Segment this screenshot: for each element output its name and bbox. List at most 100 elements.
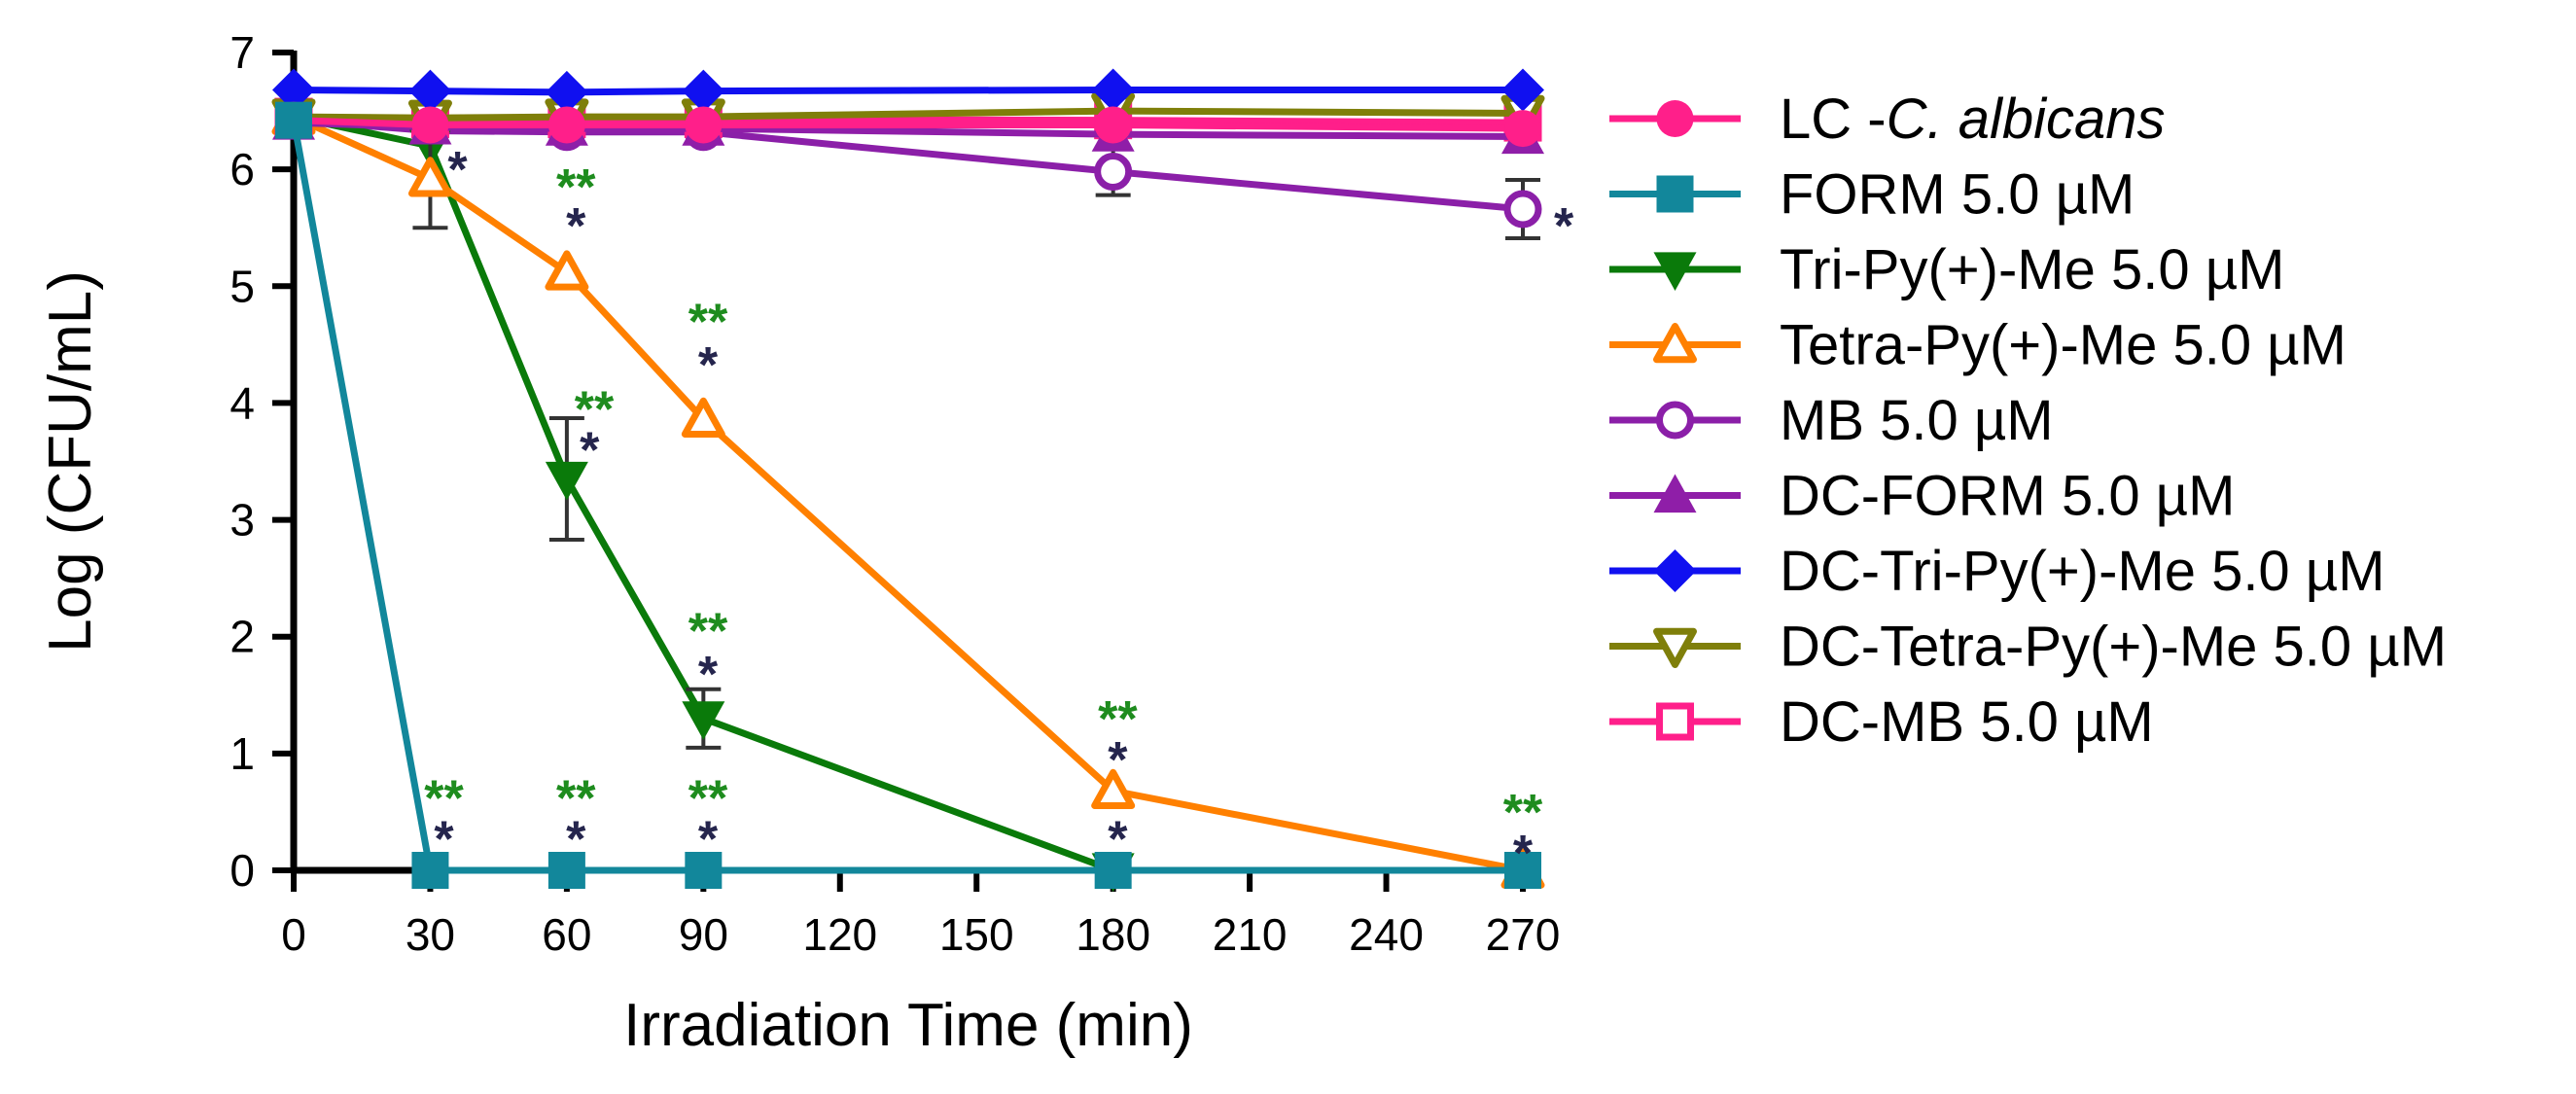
significance-marker: ** [556,771,596,828]
marker-triangle-up [1653,474,1697,513]
x-tick-label: 120 [802,909,877,960]
marker-diamond [545,70,588,114]
legend-item-7: DC-Tetra-Py(+)-Me 5.0 µM [1609,616,2447,679]
marker-circle [1504,110,1541,148]
significance-marker: * [698,337,719,394]
significance-marker: * [566,812,586,868]
marker-triangle-up [407,157,452,197]
x-tick-label: 210 [1213,909,1288,960]
legend-item-2: Tri-Py(+)-Me 5.0 µM [1609,238,2284,301]
marker-triangle-up [1091,768,1136,810]
x-tick-label: 60 [542,909,591,960]
marker-square [685,852,723,889]
significance-marker: * [1108,812,1128,868]
marker-triangle-down [545,461,588,501]
legend-item-8: DC-MB 5.0 µM [1609,690,2154,754]
x-tick-label: 240 [1349,909,1424,960]
marker-circle [685,106,723,144]
legend: LC -C. albicans FORM 5.0 µM Tri-Py(+)-Me 5… [1609,88,2447,754]
y-tick-label: 2 [229,612,255,662]
significance-marker: * [1108,732,1128,789]
legend-label: DC-MB 5.0 µM [1780,690,2154,754]
legend-item-1: FORM 5.0 µM [1609,163,2135,227]
marker-square [275,101,312,139]
y-tick-label: 0 [229,845,255,896]
marker-square [411,852,449,889]
x-tick-label: 30 [406,909,455,960]
legend-item-6: DC-Tri-Py(+)-Me 5.0 µM [1609,540,2385,603]
legend-item-0: LC -C. albicans [1609,88,2166,151]
legend-item-4: MB 5.0 µM [1609,389,2054,452]
y-tick-label: 6 [229,144,255,194]
marker-diamond [682,69,725,113]
y-tick-label: 7 [229,27,255,78]
series-1 [275,101,1541,889]
significance-marker: * [434,812,454,868]
marker-circle [1503,190,1542,229]
legend-label: DC-Tri-Py(+)-Me 5.0 µM [1780,540,2385,603]
significance-marker: * [1513,826,1534,882]
series-3 [271,94,1545,889]
series-line [292,113,1524,874]
legend-label: DC-Tetra-Py(+)-Me 5.0 µM [1780,616,2447,679]
axes: 0 30 60 90 120 150 180 210 240 270 0 1 2 3 4 5 6 7 Irradia… [37,27,1560,1059]
marker-triangle-up [1653,323,1697,364]
marker-triangle-down [1653,252,1697,291]
legend-label: MB 5.0 µM [1780,389,2054,452]
annotation-layer: * ************************ * **** [424,142,1574,882]
marker-triangle-up [681,397,725,438]
significance-marker: ** [575,381,615,438]
marker-triangle-up [545,250,589,291]
x-tick-label: 180 [1076,909,1150,960]
series-line [293,117,1524,132]
significance-marker: * [580,422,600,478]
marker-diamond [1653,549,1697,592]
marker-square [1504,852,1541,889]
significance-marker: * [698,812,719,868]
legend-item-3: Tetra-Py(+)-Me 5.0 µM [1609,314,2347,377]
significance-marker: ** [688,604,728,660]
marker-circle [1656,401,1694,440]
marker-square [1656,175,1694,213]
marker-square [1656,702,1694,741]
y-tick-label: 1 [229,728,255,779]
x-tick-label: 0 [281,909,306,960]
series-0 [275,101,1541,148]
legend-label: Tetra-Py(+)-Me 5.0 µM [1780,314,2347,377]
legend-label: DC-FORM 5.0 µM [1780,465,2235,528]
series-line [293,113,1114,874]
marker-circle [547,106,585,144]
significance-marker: ** [688,771,728,828]
y-tick-label: 4 [229,377,255,428]
significance-marker: ** [1098,691,1138,748]
legend-label: LC -C. albicans [1780,88,2166,151]
marker-circle [1094,106,1132,144]
marker-circle [1094,153,1133,192]
series-layer [271,68,1545,892]
series-line [293,107,1524,122]
significance-marker: ** [1503,785,1543,841]
series-6 [272,68,1544,114]
marker-diamond [272,68,315,112]
series-line [293,86,1523,96]
legend-label: FORM 5.0 µM [1780,163,2135,227]
legend-item-5: DC-FORM 5.0 µM [1609,465,2235,528]
marker-triangle-down [682,701,725,740]
significance-marker: ** [688,294,728,350]
marker-diamond [408,69,452,113]
x-tick-label: 150 [939,909,1014,960]
marker-diamond [1091,68,1135,112]
marker-square [1094,852,1132,889]
significance-marker: * [447,142,468,198]
significance-marker: * [698,647,719,703]
significance-marker: * [566,198,586,255]
marker-circle [1656,100,1694,137]
marker-diamond [1501,68,1544,112]
significance-marker: * [1554,198,1574,255]
x-tick-label: 90 [679,909,728,960]
marker-circle [411,106,449,144]
marker-triangle-down [1653,627,1697,668]
y-axis-title: Log (CFU/mL) [37,270,104,653]
legend-label: Tri-Py(+)-Me 5.0 µM [1780,238,2284,301]
